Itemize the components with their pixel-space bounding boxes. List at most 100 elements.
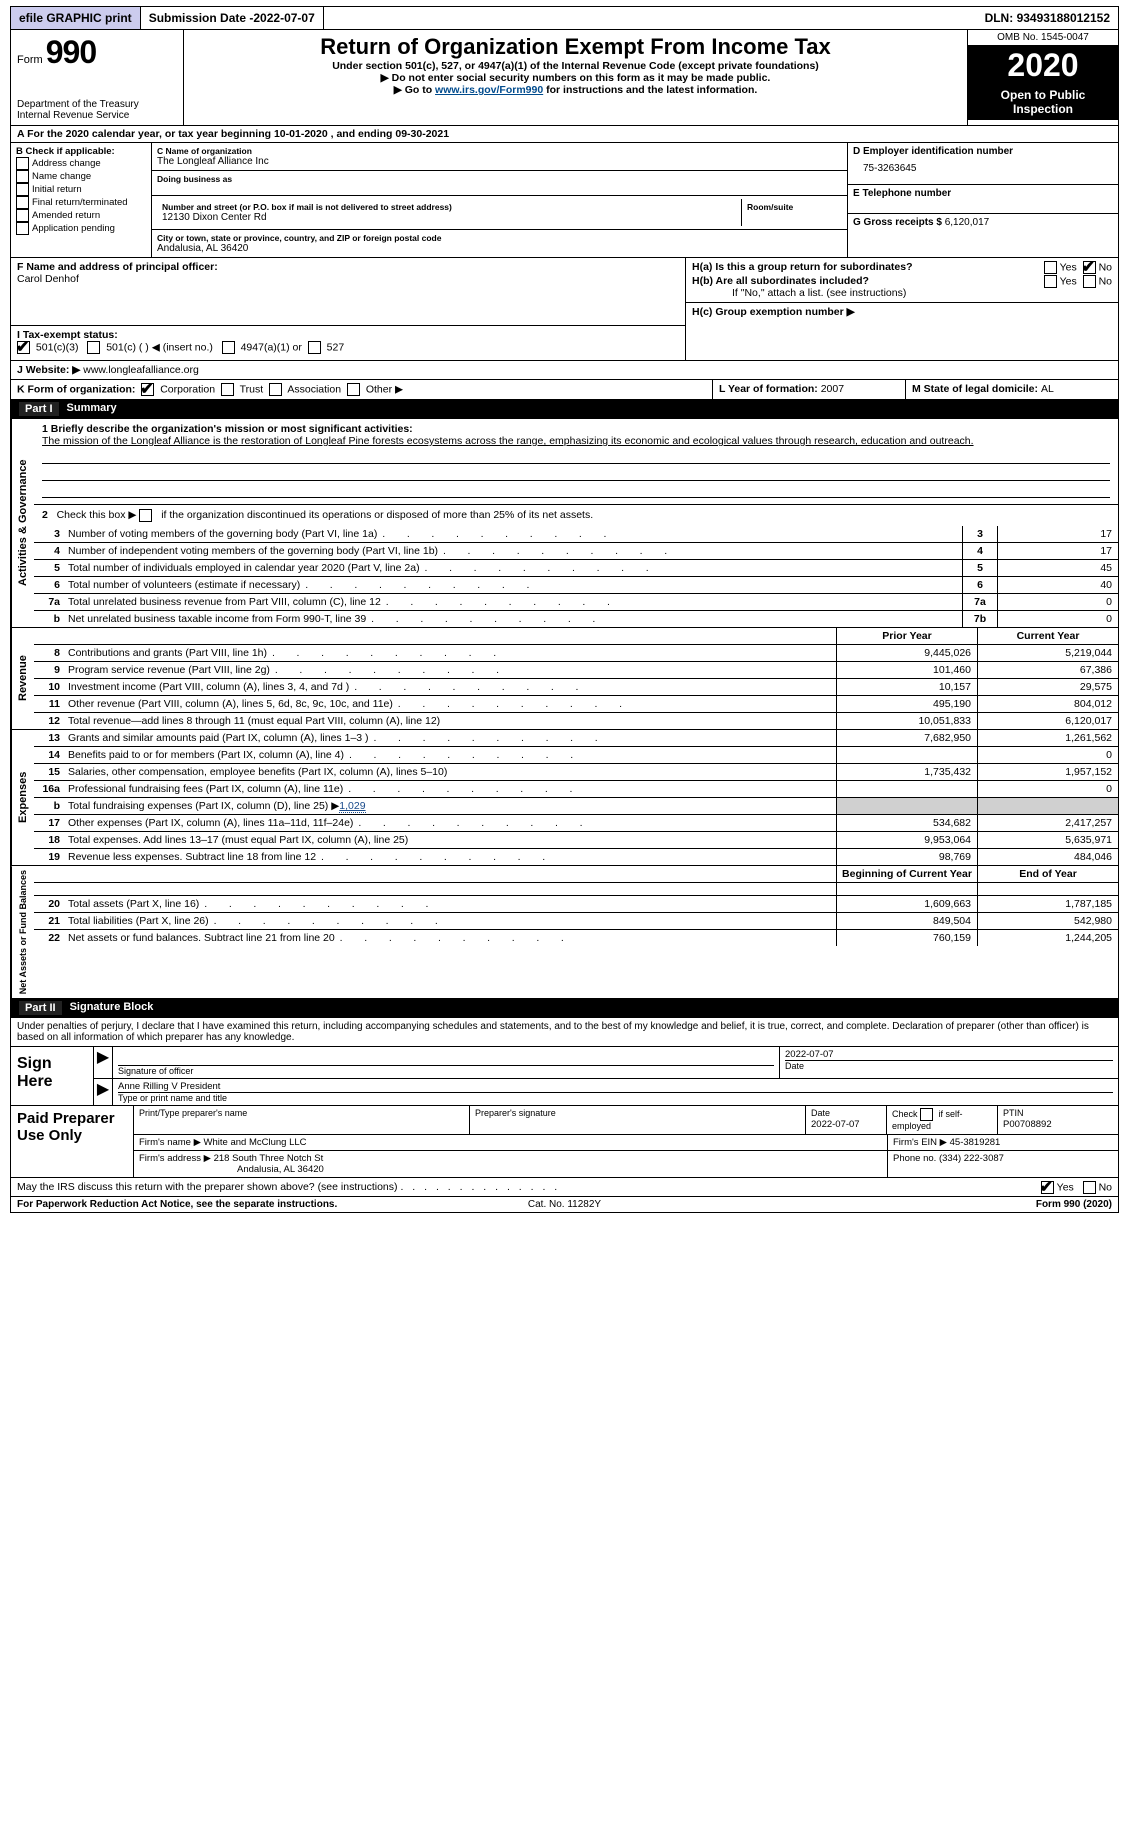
irs-link[interactable]: www.irs.gov/Form990 bbox=[435, 84, 543, 96]
footer-right: Form 990 (2020) bbox=[747, 1199, 1112, 1210]
chk-address-change[interactable] bbox=[16, 157, 29, 170]
arrow-icon-1: ▶ bbox=[94, 1047, 113, 1078]
opt-527: 527 bbox=[327, 341, 345, 353]
na-lbl-22: Net assets or fund balances. Subtract li… bbox=[64, 930, 837, 947]
g-val-3: 17 bbox=[998, 526, 1119, 543]
g-box-7b: 7b bbox=[963, 611, 998, 628]
addr-label: Number and street (or P.O. box if mail i… bbox=[162, 202, 736, 212]
opt-corp: Corporation bbox=[160, 383, 215, 395]
g-val-7a: 0 bbox=[998, 594, 1119, 611]
ein-value: 75-3263645 bbox=[853, 157, 1113, 184]
g-n-7a: 7a bbox=[34, 594, 64, 611]
r-p-8: 9,445,026 bbox=[837, 645, 978, 662]
phone-val2: (334) 222-3087 bbox=[939, 1153, 1004, 1164]
chk-501c[interactable] bbox=[87, 341, 100, 354]
omb-number: OMB No. 1545-0047 bbox=[968, 30, 1118, 46]
na-p-21: 849,504 bbox=[837, 913, 978, 930]
hdr-current: Current Year bbox=[978, 628, 1119, 645]
form-subtitle-2: ▶ Do not enter social security numbers o… bbox=[190, 72, 961, 84]
header-left: Form 990 Department of the Treasury Inte… bbox=[11, 30, 184, 125]
ha-no-chk[interactable] bbox=[1083, 261, 1096, 274]
e-p-16a bbox=[837, 781, 978, 798]
e-lbl-19: Revenue less expenses. Subtract line 18 … bbox=[64, 849, 837, 866]
submission-date-label: Submission Date - bbox=[149, 11, 254, 25]
gross-receipts-value: 6,120,017 bbox=[945, 217, 990, 228]
section-governance: Activities & Governance 1 Briefly descri… bbox=[10, 419, 1119, 628]
hdr-boy: Beginning of Current Year bbox=[837, 866, 978, 883]
chk-other[interactable] bbox=[347, 383, 360, 396]
e-lbl-17: Other expenses (Part IX, column (A), lin… bbox=[64, 815, 837, 832]
chk-self-employed[interactable] bbox=[920, 1108, 933, 1121]
chk-final-return[interactable] bbox=[16, 196, 29, 209]
prep-c4: Check if self-employed bbox=[892, 1109, 963, 1131]
na-n-21: 21 bbox=[34, 913, 64, 930]
chk-discontinued[interactable] bbox=[139, 509, 152, 522]
firmaddr-1: 218 South Three Notch St bbox=[214, 1153, 324, 1164]
e-p-16b bbox=[837, 798, 978, 815]
discuss-row: May the IRS discuss this return with the… bbox=[11, 1177, 1118, 1196]
ha-yes-chk[interactable] bbox=[1044, 261, 1057, 274]
hb-no-chk[interactable] bbox=[1083, 275, 1096, 288]
e-lbl-15: Salaries, other compensation, employee b… bbox=[64, 764, 837, 781]
dept-line1: Department of the Treasury bbox=[17, 99, 177, 110]
form-prefix: Form bbox=[17, 54, 43, 66]
chk-trust[interactable] bbox=[221, 383, 234, 396]
hb-note: If "No," attach a list. (see instruction… bbox=[692, 287, 1112, 299]
chk-amended[interactable] bbox=[16, 209, 29, 222]
chk-assoc[interactable] bbox=[269, 383, 282, 396]
discuss-yes: Yes bbox=[1057, 1181, 1074, 1193]
na-c-21: 542,980 bbox=[978, 913, 1119, 930]
r-p-10: 10,157 bbox=[837, 679, 978, 696]
header-right: OMB No. 1545-0047 2020 Open to Public In… bbox=[967, 30, 1118, 125]
form-title: Return of Organization Exempt From Incom… bbox=[190, 34, 961, 60]
g-box-5: 5 bbox=[963, 560, 998, 577]
revenue-table: Prior YearCurrent Year 8Contributions an… bbox=[34, 628, 1118, 729]
discuss-no-chk[interactable] bbox=[1083, 1181, 1096, 1194]
efile-print-button[interactable]: efile GRAPHIC print bbox=[11, 7, 141, 29]
e-lbl-18: Total expenses. Add lines 13–17 (must eq… bbox=[64, 832, 837, 849]
prep-c5-lbl: PTIN bbox=[1003, 1108, 1024, 1118]
chk-corp[interactable] bbox=[141, 383, 154, 396]
form-subtitle-1: Under section 501(c), 527, or 4947(a)(1)… bbox=[190, 60, 961, 72]
g-lbl-4: Number of independent voting members of … bbox=[64, 543, 963, 560]
hb-yes: Yes bbox=[1060, 275, 1077, 287]
prep-c3: 2022-07-07 bbox=[811, 1119, 860, 1130]
box-l-label: L Year of formation: bbox=[719, 383, 821, 395]
na-n-20: 20 bbox=[34, 896, 64, 913]
opt-501c: 501(c) ( ) ◀ (insert no.) bbox=[106, 341, 213, 353]
chk-4947[interactable] bbox=[222, 341, 235, 354]
e-n-16b: b bbox=[34, 798, 64, 815]
part1-bar: Part I Summary bbox=[10, 400, 1119, 419]
e-n-16a: 16a bbox=[34, 781, 64, 798]
r-lbl-11: Other revenue (Part VIII, column (A), li… bbox=[64, 696, 837, 713]
sign-here-row: Sign Here ▶ Signature of officer 2022-07… bbox=[11, 1046, 1118, 1105]
fundraising-link[interactable]: 1,029 bbox=[339, 800, 365, 813]
g-lbl-3: Number of voting members of the governin… bbox=[64, 526, 963, 543]
block-bcd: B Check if applicable: Address change Na… bbox=[10, 143, 1119, 258]
e-lbl-16b: Total fundraising expenses (Part IX, col… bbox=[64, 798, 837, 815]
box-f: F Name and address of principal officer:… bbox=[11, 258, 686, 360]
ha-label: H(a) Is this a group return for subordin… bbox=[692, 261, 952, 273]
r-c-11: 804,012 bbox=[978, 696, 1119, 713]
e-c-15: 1,957,152 bbox=[978, 764, 1119, 781]
lbl-amended: Amended return bbox=[32, 210, 100, 221]
firm-lbl: Firm's name ▶ bbox=[139, 1137, 201, 1148]
opt-other: Other ▶ bbox=[366, 383, 403, 395]
discuss-yes-chk[interactable] bbox=[1041, 1181, 1054, 1194]
chk-app-pending[interactable] bbox=[16, 222, 29, 235]
r-p-11: 495,190 bbox=[837, 696, 978, 713]
hb-yes-chk[interactable] bbox=[1044, 275, 1057, 288]
chk-name-change[interactable] bbox=[16, 170, 29, 183]
e-p-13: 7,682,950 bbox=[837, 730, 978, 747]
chk-527[interactable] bbox=[308, 341, 321, 354]
box-de-g: D Employer identification number 75-3263… bbox=[847, 143, 1118, 257]
e-n-14: 14 bbox=[34, 747, 64, 764]
g-val-6: 40 bbox=[998, 577, 1119, 594]
submission-date: Submission Date - 2022-07-07 bbox=[141, 7, 324, 29]
rowA-mid: , and ending bbox=[331, 128, 396, 140]
discuss-q: May the IRS discuss this return with the… bbox=[17, 1181, 398, 1193]
e-c-17: 2,417,257 bbox=[978, 815, 1119, 832]
chk-501c3[interactable] bbox=[17, 341, 30, 354]
hdr-eoy: End of Year bbox=[978, 866, 1119, 883]
chk-initial-return[interactable] bbox=[16, 183, 29, 196]
